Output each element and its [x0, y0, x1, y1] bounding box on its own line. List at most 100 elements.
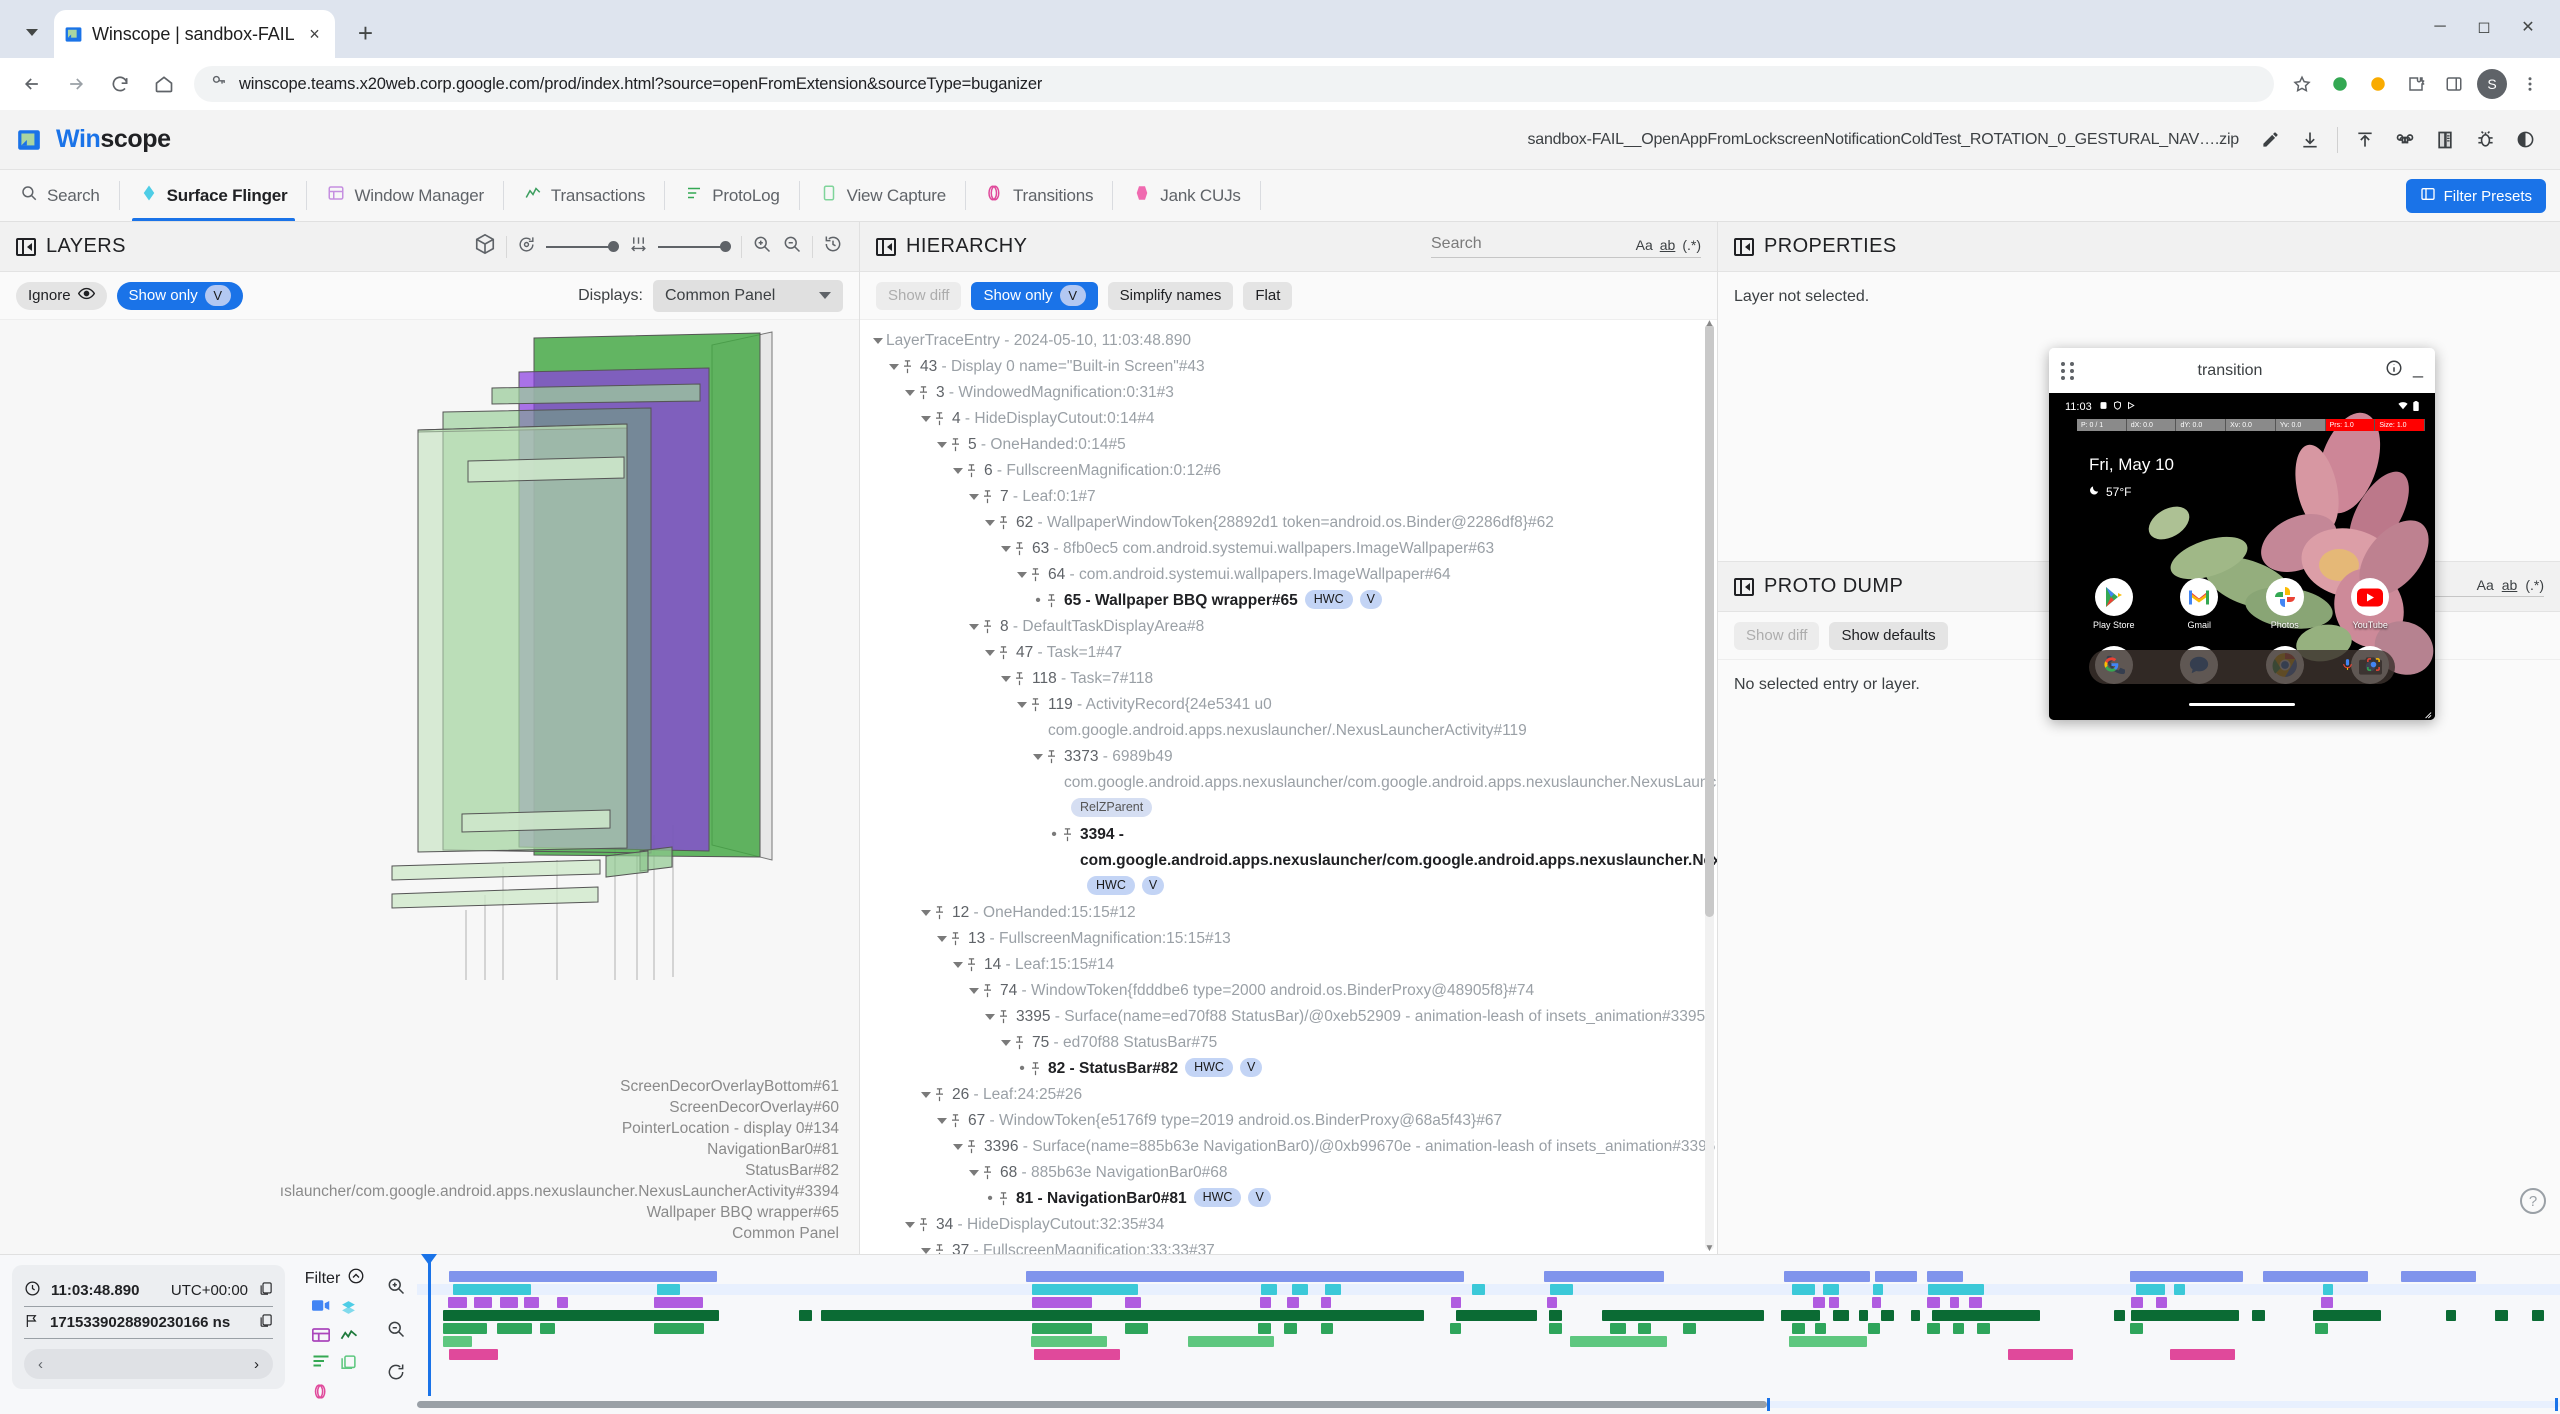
timeline-block[interactable]	[1815, 1323, 1826, 1334]
timeline-block[interactable]	[1792, 1323, 1805, 1334]
layer-label[interactable]: StatusBar#82	[280, 1160, 839, 1181]
timeline-block[interactable]	[1260, 1297, 1271, 1308]
timeline-block[interactable]	[654, 1297, 703, 1308]
timeline-block[interactable]	[2136, 1284, 2165, 1295]
timeline-block[interactable]	[1781, 1310, 1820, 1321]
screen-recording-icon[interactable]	[312, 1299, 330, 1321]
filter-header[interactable]: Filter	[305, 1267, 366, 1290]
entry-stepper[interactable]: ‹ ›	[24, 1349, 273, 1379]
pin-icon[interactable]	[982, 484, 995, 510]
timeline-block[interactable]	[1950, 1297, 1960, 1308]
layer-label[interactable]: ScreenDecorOverlay#60	[280, 1097, 839, 1118]
tab-window-manager[interactable]: Window Manager	[307, 170, 503, 221]
collapse-panel-icon[interactable]	[876, 238, 896, 256]
pin-icon[interactable]	[934, 406, 947, 432]
timeline-block[interactable]	[1683, 1323, 1696, 1334]
tab-protolog[interactable]: ProtoLog	[665, 170, 799, 221]
timeline-block[interactable]	[1125, 1323, 1148, 1334]
tree-node[interactable]: 63 - 8fb0ec5 com.android.systemui.wallpa…	[866, 536, 1717, 562]
expand-caret-icon[interactable]	[1014, 692, 1030, 718]
pin-icon[interactable]	[982, 614, 995, 640]
timeline-block[interactable]	[1032, 1297, 1092, 1308]
expand-caret-icon[interactable]	[918, 1082, 934, 1108]
expand-caret-icon[interactable]	[886, 354, 902, 380]
mic-icon[interactable]	[2341, 657, 2354, 677]
transition-floating-window[interactable]: transition _	[2049, 348, 2435, 720]
expand-caret-icon[interactable]	[966, 978, 982, 1004]
timeline-block[interactable]	[2313, 1310, 2381, 1321]
tree-node[interactable]: 64 - com.android.systemui.wallpapers.Ima…	[866, 562, 1717, 588]
timeline-block[interactable]	[1456, 1310, 1537, 1321]
timeline-scrollbar[interactable]	[417, 1401, 2560, 1408]
home-button[interactable]	[144, 64, 184, 104]
pin-icon[interactable]	[998, 1186, 1011, 1212]
timeline-block[interactable]	[2446, 1310, 2456, 1321]
timeline-block[interactable]	[449, 1271, 717, 1282]
copy-icon[interactable]	[258, 1281, 273, 1300]
timeline-block[interactable]	[1188, 1336, 1274, 1347]
timestamp-row[interactable]: 11:03:48.890 UTC+00:00	[24, 1275, 273, 1307]
tree-node[interactable]: 3395 - Surface(name=ed70f88 StatusBar)/@…	[866, 1004, 1717, 1030]
expand-caret-icon[interactable]	[934, 926, 950, 952]
tree-node[interactable]: 8 - DefaultTaskDisplayArea#8	[866, 614, 1717, 640]
timeline-block[interactable]	[1031, 1336, 1107, 1347]
transition-window-header[interactable]: transition _	[2049, 348, 2435, 393]
restore-icon[interactable]	[823, 234, 843, 259]
back-button[interactable]	[12, 64, 52, 104]
help-button[interactable]: ?	[2520, 1188, 2546, 1214]
tree-node[interactable]: 118 - Task=7#118	[866, 666, 1717, 692]
app-gmail[interactable]: Gmail	[2178, 578, 2220, 630]
timeline-block[interactable]	[1549, 1310, 1562, 1321]
timeline-block[interactable]	[1789, 1336, 1867, 1347]
timeline-block[interactable]	[2156, 1297, 2167, 1308]
tab-transactions[interactable]: Transactions	[504, 170, 665, 221]
chip-flat[interactable]: Flat	[1243, 282, 1292, 310]
pin-icon[interactable]	[950, 926, 963, 952]
expand-caret-icon[interactable]	[918, 406, 934, 432]
regex-icon[interactable]: (.*)	[2525, 577, 2544, 593]
pin-icon[interactable]	[950, 1108, 963, 1134]
tree-node[interactable]: LayerTraceEntry - 2024-05-10, 11:03:48.8…	[866, 328, 1717, 354]
timeline-block[interactable]	[2263, 1271, 2369, 1282]
timeline-lane-transitions[interactable]	[417, 1349, 2560, 1360]
timeline-block[interactable]	[821, 1310, 1423, 1321]
pin-icon[interactable]	[982, 978, 995, 1004]
forward-button[interactable]	[56, 64, 96, 104]
pin-icon[interactable]	[950, 432, 963, 458]
timeline-block[interactable]	[524, 1297, 539, 1308]
expand-caret-icon[interactable]	[982, 640, 998, 666]
timeline-block[interactable]	[1881, 1310, 1894, 1321]
chevron-up-icon[interactable]	[347, 1267, 365, 1290]
regex-icon[interactable]: (.*)	[1682, 237, 1701, 253]
expand-caret-icon[interactable]	[870, 328, 886, 354]
tree-node[interactable]: 3396 - Surface(name=885b63e NavigationBa…	[866, 1134, 1717, 1160]
sidebar-icon[interactable]	[2436, 66, 2472, 102]
expand-caret-icon[interactable]	[934, 432, 950, 458]
timeline-block[interactable]	[1953, 1323, 1964, 1334]
tab-surface-flinger[interactable]: Surface Flinger	[120, 170, 308, 221]
prev-entry-button[interactable]: ‹	[38, 1356, 43, 1373]
expand-caret-icon[interactable]	[966, 484, 982, 510]
timeline-block[interactable]	[1784, 1271, 1870, 1282]
timeline-block[interactable]	[2131, 1310, 2238, 1321]
minimize-button[interactable]: ─	[2418, 8, 2462, 46]
timeline-track[interactable]	[417, 1255, 2560, 1414]
timeline-block[interactable]	[2315, 1323, 2328, 1334]
timeline-block[interactable]	[654, 1323, 704, 1334]
timeline-block[interactable]	[1969, 1297, 1982, 1308]
cube-3d-icon[interactable]	[474, 233, 496, 260]
timeline-block[interactable]	[443, 1336, 472, 1347]
timeline-block[interactable]	[1292, 1284, 1308, 1295]
pin-icon[interactable]	[998, 510, 1011, 536]
timeline-block[interactable]	[1927, 1323, 1940, 1334]
extension-orange-icon[interactable]	[2360, 66, 2396, 102]
pin-icon[interactable]	[1062, 822, 1075, 848]
expand-caret-icon[interactable]	[950, 1134, 966, 1160]
zoom-in-icon[interactable]	[386, 1276, 406, 1301]
close-window-button[interactable]: ✕	[2506, 8, 2550, 46]
hierarchy-scrollbar[interactable]	[1705, 324, 1714, 1250]
